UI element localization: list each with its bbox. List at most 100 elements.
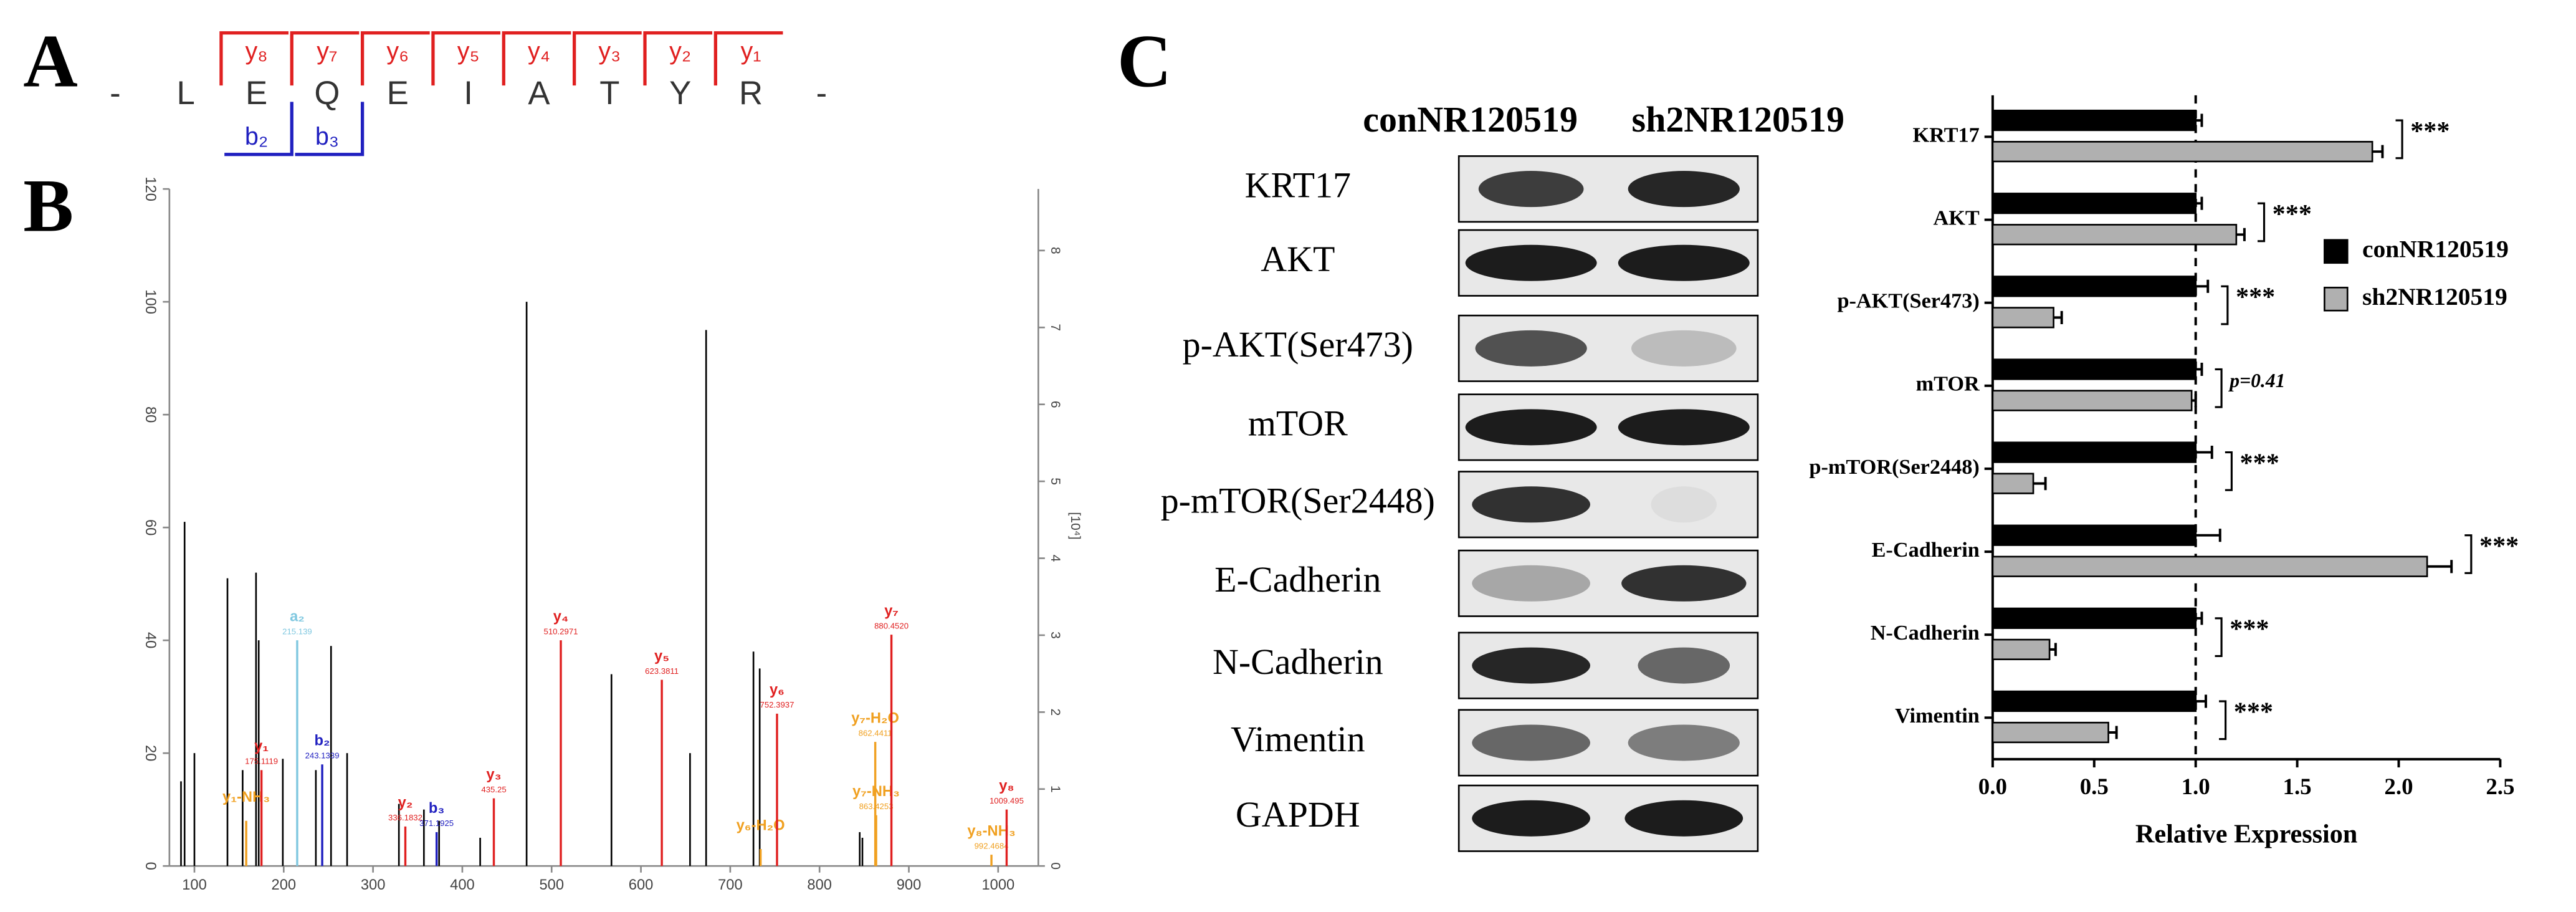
b-ion-label: b₂ [245, 123, 268, 150]
peak-label: y₅ [654, 648, 669, 665]
x-tick-label: 800 [807, 877, 832, 893]
blot-row-label: KRT17 [1245, 165, 1351, 205]
y-tick-label: 60 [142, 519, 158, 535]
y2-tick-label: 6 [1048, 401, 1062, 408]
residue: - [110, 75, 121, 112]
blot-row-label: GAPDH [1236, 794, 1360, 835]
y-ion-label: y₅ [457, 37, 480, 65]
residue: I [464, 75, 473, 112]
y-ion-label: y₇ [317, 37, 337, 65]
bar [1992, 390, 2193, 411]
x-axis-label: Relative Expression [2135, 819, 2357, 848]
bar [1992, 638, 2051, 661]
peak-label: b₃ [429, 800, 444, 817]
bar [1992, 224, 2238, 246]
residue: T [599, 75, 619, 112]
significance-bracket [2225, 451, 2233, 491]
x-tick-label: 2.0 [2384, 774, 2413, 799]
error-bar [2195, 113, 2203, 127]
peak-mz: 862.4411 [859, 728, 892, 737]
y-ion-bracket [219, 31, 289, 86]
y-ion-bracket [573, 31, 642, 86]
legend-label: sh2NR120519 [2362, 283, 2507, 310]
bar [1992, 141, 2373, 163]
blot-band [1631, 330, 1737, 367]
blot-band [1465, 244, 1597, 281]
error-bar [2195, 694, 2207, 708]
legend-swatch [2324, 239, 2349, 264]
significance-bracket [2215, 617, 2223, 658]
blot-row-label: N-Cadherin [1213, 641, 1383, 682]
significance-label: *** [2479, 531, 2519, 560]
significance-label: *** [2410, 117, 2450, 146]
bar [1992, 358, 2197, 380]
blot-column-label: conNR120519 [1363, 99, 1578, 140]
y-ion-bracket [502, 31, 571, 86]
residue: A [528, 75, 550, 112]
peak-label: y₁ [254, 739, 269, 755]
y2-tick-label: 7 [1048, 324, 1062, 331]
error-bar [2372, 145, 2384, 158]
error-bar [2195, 529, 2221, 542]
residue: - [816, 75, 828, 112]
significance-bracket [2221, 285, 2229, 325]
error-bar [2236, 228, 2246, 241]
error-bar [2049, 643, 2057, 656]
panel-label: B [23, 165, 74, 248]
blot-column-label: sh2NR120519 [1632, 99, 1845, 140]
bar [1992, 524, 2197, 546]
y-tick-label: KRT17 [1913, 123, 1980, 146]
residue: Q [314, 75, 340, 112]
blot-row-label: p-AKT(Ser473) [1183, 324, 1413, 365]
y-tick-label: N-Cadherin [1871, 621, 1980, 645]
significance-label: *** [2273, 199, 2312, 229]
panel-label: C [1117, 20, 1172, 103]
blot-row-label: E-Cadherin [1214, 559, 1381, 600]
blot-band [1628, 171, 1740, 208]
peak-mz: 371.1925 [419, 818, 454, 828]
bar [1992, 607, 2197, 629]
blot-row-label: p-mTOR(Ser2448) [1161, 481, 1435, 521]
y-tick-label: E-Cadherin [1872, 538, 1980, 562]
error-bar [2195, 362, 2203, 376]
y-tick-label: 0 [142, 862, 158, 870]
error-bar [2195, 446, 2213, 459]
peak-label: y₃ [486, 767, 501, 783]
blot-frame [1457, 314, 1759, 382]
blot-row-label: Vimentin [1231, 719, 1365, 759]
error-bar [2427, 560, 2453, 574]
peak-label: y₁-NH₃ [222, 789, 270, 805]
x-tick-label: 0.5 [2080, 774, 2109, 799]
blot-band [1624, 800, 1744, 837]
blot-row-label: AKT [1261, 239, 1335, 279]
peak-label: y₂ [398, 795, 413, 811]
y-tick-label: 120 [142, 176, 158, 201]
b-ion-bracket [224, 102, 293, 156]
y-tick-label: Vimentin [1895, 704, 1980, 727]
y2-tick-label: 2 [1048, 708, 1062, 716]
b-ion-bracket [295, 102, 365, 156]
error-bar [2053, 310, 2063, 324]
bar [1992, 307, 2054, 329]
blot-band [1618, 409, 1750, 446]
peak-mz: 215.139 [282, 626, 312, 636]
x-tick-label: 900 [897, 877, 922, 893]
error-bar [2195, 196, 2203, 210]
significance-bracket [2219, 700, 2227, 741]
bar [1992, 441, 2197, 463]
blot-band [1472, 565, 1591, 602]
y2-tick-label: 3 [1048, 631, 1062, 639]
y-ion-bracket [290, 31, 360, 86]
peak-label: y₄ [553, 609, 569, 625]
y-ion-bracket [713, 31, 783, 86]
peak-mz: 623.3811 [645, 666, 679, 676]
peak-mz: 510.2971 [544, 626, 578, 636]
y2-tick-label: 4 [1048, 555, 1062, 562]
significance-label: *** [2230, 615, 2269, 644]
blot-band [1475, 330, 1587, 367]
y-tick-label: 100 [142, 289, 158, 314]
x-tick-label: 1000 [981, 877, 1014, 893]
significance-bracket [2464, 534, 2473, 574]
significance-bracket [2395, 119, 2403, 160]
